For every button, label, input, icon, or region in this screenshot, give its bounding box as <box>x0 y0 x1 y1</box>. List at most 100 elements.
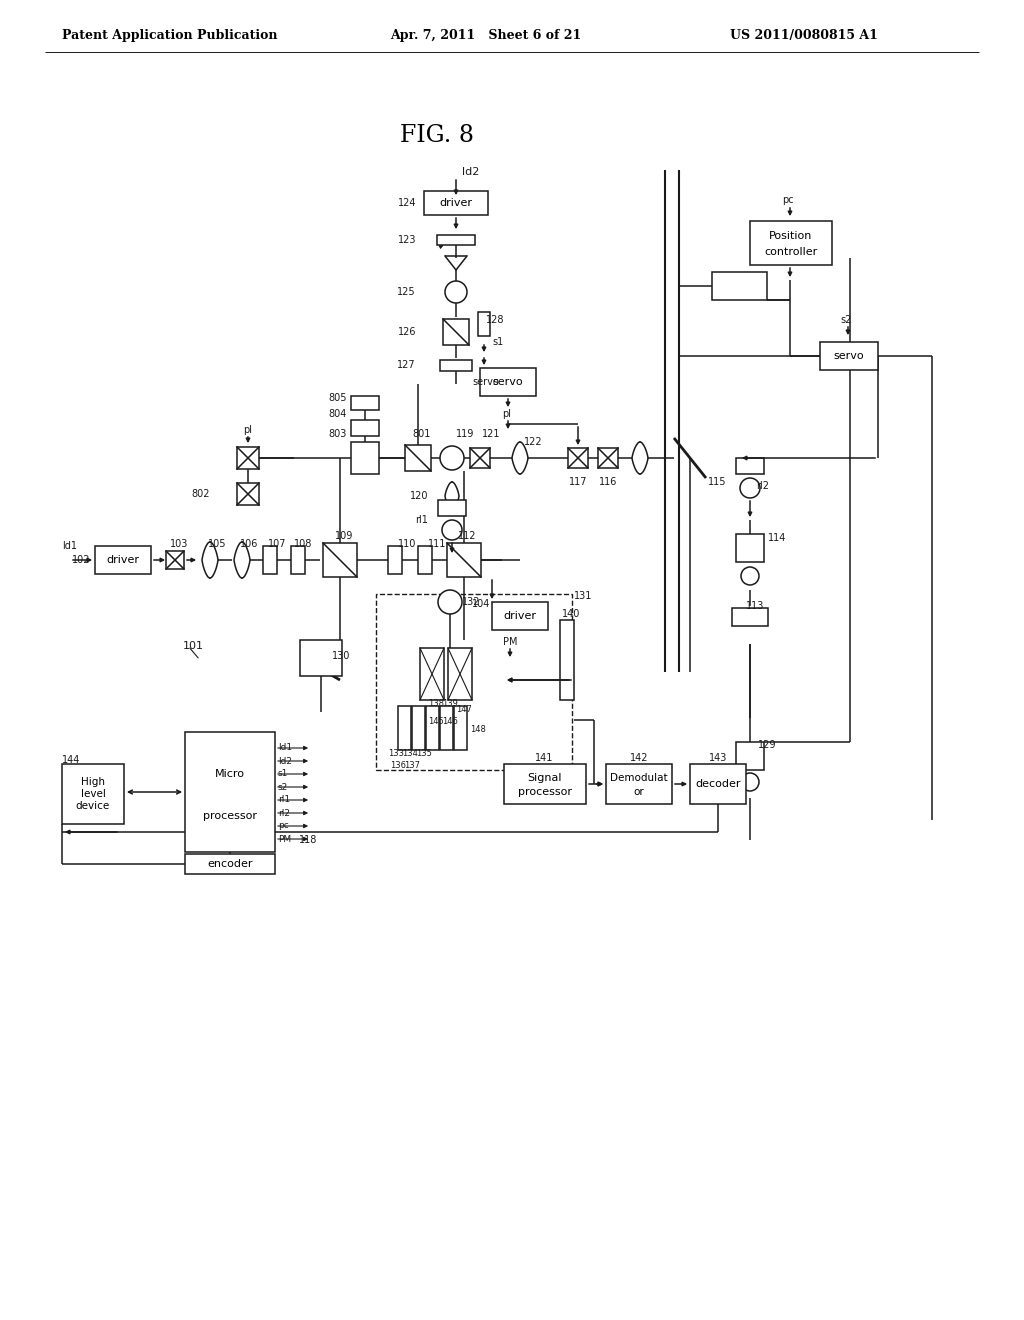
Text: 119: 119 <box>456 429 474 440</box>
Text: Demodulat: Demodulat <box>610 774 668 783</box>
Text: 116: 116 <box>599 477 617 487</box>
Text: 109: 109 <box>335 531 353 541</box>
Text: 148: 148 <box>470 726 485 734</box>
Text: 139: 139 <box>442 700 458 709</box>
Bar <box>351 396 379 411</box>
Bar <box>598 447 618 469</box>
Bar <box>736 742 764 770</box>
Text: 145: 145 <box>428 718 443 726</box>
Text: FIG. 8: FIG. 8 <box>400 124 474 147</box>
Bar <box>376 594 572 770</box>
Text: rl1: rl1 <box>415 515 428 525</box>
Text: 114: 114 <box>768 533 786 543</box>
Bar <box>351 420 379 436</box>
Text: 136: 136 <box>390 762 406 771</box>
Text: pc: pc <box>278 821 289 830</box>
Text: 143: 143 <box>709 752 727 763</box>
Text: 122: 122 <box>524 437 543 447</box>
Circle shape <box>438 590 462 614</box>
Text: pl: pl <box>244 425 253 436</box>
Bar <box>426 706 439 750</box>
Text: 124: 124 <box>397 198 416 209</box>
Text: Patent Application Publication: Patent Application Publication <box>62 29 278 41</box>
Text: controller: controller <box>764 247 817 257</box>
Bar <box>323 543 357 577</box>
Bar <box>480 368 536 396</box>
Text: 803: 803 <box>329 429 347 440</box>
Bar <box>736 458 764 474</box>
Bar <box>440 706 453 750</box>
Bar <box>606 764 672 804</box>
Text: driver: driver <box>106 554 139 565</box>
Text: or: or <box>634 787 644 797</box>
Bar <box>492 602 548 630</box>
Bar <box>406 445 431 471</box>
Text: 125: 125 <box>397 286 416 297</box>
Text: rl2: rl2 <box>756 480 769 491</box>
Bar <box>750 220 831 265</box>
Text: 805: 805 <box>329 393 347 403</box>
Text: 103: 103 <box>170 539 188 549</box>
Text: 102: 102 <box>72 554 90 565</box>
Text: 111: 111 <box>428 539 446 549</box>
Text: PM: PM <box>278 834 291 843</box>
Bar <box>185 854 275 874</box>
Text: 120: 120 <box>410 491 428 502</box>
Text: 140: 140 <box>562 609 581 619</box>
Bar <box>470 447 490 469</box>
Text: 110: 110 <box>398 539 417 549</box>
Text: s1: s1 <box>492 337 503 347</box>
Text: ld1: ld1 <box>278 743 292 752</box>
Text: 142: 142 <box>630 752 648 763</box>
Text: 134: 134 <box>402 750 418 759</box>
Bar <box>300 640 342 676</box>
Circle shape <box>740 478 760 498</box>
Text: Micro: Micro <box>215 770 245 779</box>
Text: 132: 132 <box>462 597 480 607</box>
Text: 133: 133 <box>388 750 404 759</box>
Text: 804: 804 <box>329 409 347 418</box>
Text: rl2: rl2 <box>278 808 290 817</box>
Text: 106: 106 <box>240 539 258 549</box>
Bar <box>568 447 588 469</box>
Text: Position: Position <box>769 231 813 242</box>
Text: 129: 129 <box>758 741 776 750</box>
Text: s2: s2 <box>840 315 851 325</box>
Bar <box>560 620 574 700</box>
Text: s2: s2 <box>278 783 288 792</box>
Bar <box>478 312 490 337</box>
Bar <box>424 191 488 215</box>
Text: 118: 118 <box>299 836 317 845</box>
Text: 104: 104 <box>472 599 490 609</box>
Text: driver: driver <box>504 611 537 620</box>
Bar <box>438 500 466 516</box>
Bar <box>437 235 475 246</box>
Text: Apr. 7, 2011   Sheet 6 of 21: Apr. 7, 2011 Sheet 6 of 21 <box>390 29 582 41</box>
Text: processor: processor <box>518 787 572 797</box>
Bar <box>447 543 481 577</box>
Text: 146: 146 <box>442 718 458 726</box>
Text: servo: servo <box>493 378 523 387</box>
Bar <box>166 550 184 569</box>
Text: processor: processor <box>203 810 257 821</box>
Text: 801: 801 <box>412 429 430 440</box>
Text: Signal: Signal <box>527 774 562 783</box>
Bar <box>398 706 411 750</box>
Bar <box>712 272 767 300</box>
Text: 131: 131 <box>574 591 592 601</box>
Text: servo: servo <box>834 351 864 360</box>
Bar <box>420 648 444 700</box>
Text: High
level
device: High level device <box>76 777 111 810</box>
Bar <box>443 319 469 345</box>
Text: PM: PM <box>503 638 517 647</box>
Text: driver: driver <box>439 198 472 209</box>
Text: 138: 138 <box>428 700 444 709</box>
Bar <box>351 442 379 474</box>
Text: s1: s1 <box>278 770 289 779</box>
Text: 802: 802 <box>191 488 210 499</box>
Bar <box>237 483 259 506</box>
Bar <box>62 764 124 824</box>
Bar <box>263 546 278 574</box>
Text: rl1: rl1 <box>278 796 290 804</box>
Bar <box>736 535 764 562</box>
